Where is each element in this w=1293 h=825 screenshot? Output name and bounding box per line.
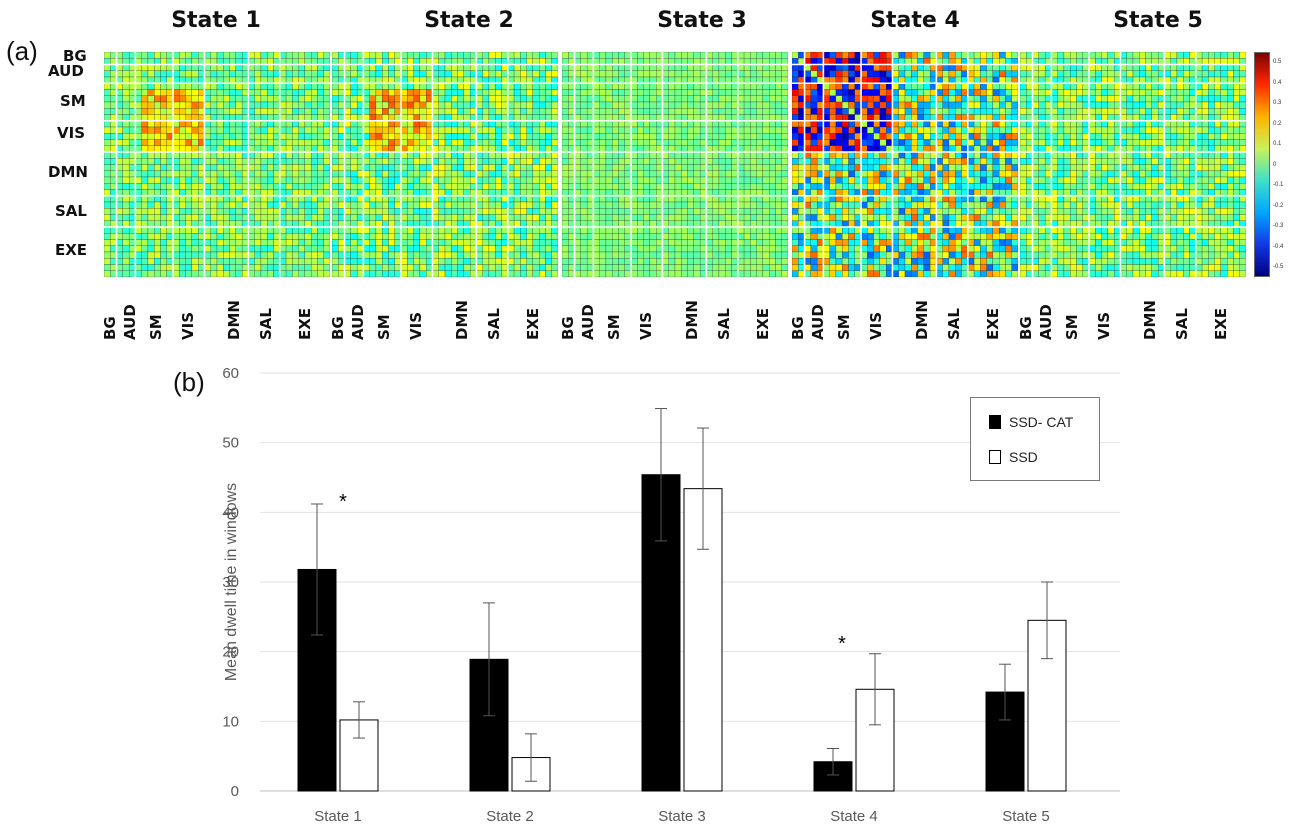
y-tick-label: 50 (222, 435, 239, 452)
y-tick-label: 0 (231, 783, 239, 800)
x-category-label: State 1 (314, 808, 362, 825)
colorbar-tick-label: -0.1 (1273, 182, 1284, 188)
error-bar (999, 663, 1011, 721)
error-bar (483, 602, 495, 717)
row-label-sal: SAL (55, 202, 87, 220)
matrix-title-state-1: State 1 (171, 8, 261, 33)
colorbar-tick-label: 0.1 (1273, 141, 1282, 147)
colorbar-tick-label: -0.4 (1273, 243, 1284, 250)
row-label-aud: AUD (48, 62, 84, 80)
colorbar-tick-label: 0.5 (1273, 59, 1282, 65)
error-bar (697, 427, 709, 550)
matrix-title-state-2: State 2 (424, 8, 514, 33)
x-category-label: State 5 (1002, 808, 1050, 825)
x-category-label: State 3 (658, 808, 706, 825)
legend-label-ssd-cat: SSD- CAT (1009, 414, 1074, 430)
colorbar-tick-label: -0.5 (1273, 264, 1284, 270)
y-tick-label: 10 (222, 713, 239, 730)
panel-b-label: (b) (173, 367, 205, 397)
significance-marker: * (838, 633, 846, 655)
error-bar (827, 748, 839, 776)
colorbar-tick-label: -0.2 (1273, 202, 1284, 209)
y-axis-title: Mean dwell time in windows (223, 483, 240, 681)
colorbar-tick-label: 0.3 (1273, 100, 1282, 106)
error-bar (353, 701, 365, 739)
error-bar (869, 653, 881, 726)
colorbar (1254, 52, 1270, 277)
y-tick-label: 60 (222, 365, 239, 382)
row-label-sm: SM (60, 92, 86, 110)
chart-legend: SSD- CAT SSD (970, 397, 1100, 481)
error-bar (1041, 581, 1053, 660)
row-label-vis: VIS (57, 124, 85, 142)
correlation-matrix-state-1 (104, 52, 330, 277)
matrix-title-state-5: State 5 (1113, 8, 1203, 33)
error-bar (525, 733, 537, 782)
row-label-dmn: DMN (48, 163, 88, 181)
legend-item-ssd-cat: SSD- CAT (989, 414, 1073, 430)
y-tick-label: 40 (222, 504, 239, 521)
correlation-matrix-state-3 (562, 52, 788, 277)
correlation-matrix-state-5 (1020, 52, 1246, 277)
legend-item-ssd: SSD (989, 449, 1038, 465)
legend-swatch-ssd-cat (989, 415, 1001, 429)
error-bar (311, 503, 323, 636)
legend-label-ssd: SSD (1009, 449, 1038, 465)
colorbar-tick-label: 0.4 (1273, 79, 1282, 86)
colorbar-tick-label: -0.3 (1273, 223, 1284, 229)
colorbar-tick-label: 0.2 (1273, 120, 1282, 127)
colorbar-tick-label: 0 (1273, 161, 1277, 168)
correlation-matrix-state-2 (332, 52, 558, 277)
legend-swatch-ssd (989, 450, 1001, 464)
y-tick-label: 20 (222, 644, 239, 661)
row-label-bg: BG (63, 47, 87, 65)
x-category-label: State 2 (486, 808, 534, 825)
row-label-exe: EXE (55, 241, 88, 259)
correlation-matrix-state-4 (792, 52, 1018, 277)
matrix-title-state-4: State 4 (870, 8, 960, 33)
error-bar (655, 408, 667, 542)
panel-a-label: (a) (6, 36, 38, 66)
significance-marker: * (339, 491, 347, 513)
y-tick-label: 30 (222, 574, 239, 591)
x-category-label: State 4 (830, 808, 878, 825)
matrix-title-state-3: State 3 (657, 8, 747, 33)
